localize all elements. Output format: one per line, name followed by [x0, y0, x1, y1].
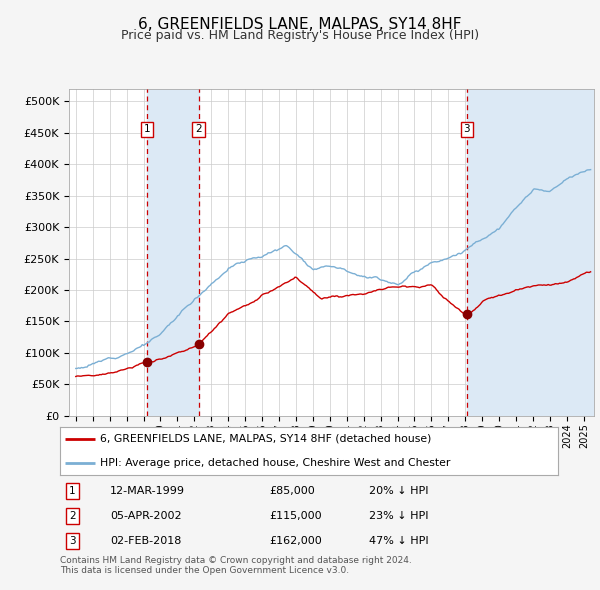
Text: 2: 2	[69, 512, 76, 521]
Text: 3: 3	[69, 536, 76, 546]
Text: 3: 3	[464, 124, 470, 135]
Text: 02-FEB-2018: 02-FEB-2018	[110, 536, 181, 546]
Text: £162,000: £162,000	[269, 536, 322, 546]
Text: This data is licensed under the Open Government Licence v3.0.: This data is licensed under the Open Gov…	[60, 566, 349, 575]
Text: 1: 1	[143, 124, 150, 135]
Text: 20% ↓ HPI: 20% ↓ HPI	[369, 486, 428, 496]
Text: 47% ↓ HPI: 47% ↓ HPI	[369, 536, 428, 546]
Text: 05-APR-2002: 05-APR-2002	[110, 512, 181, 521]
Text: Contains HM Land Registry data © Crown copyright and database right 2024.: Contains HM Land Registry data © Crown c…	[60, 556, 412, 565]
Text: 6, GREENFIELDS LANE, MALPAS, SY14 8HF (detached house): 6, GREENFIELDS LANE, MALPAS, SY14 8HF (d…	[100, 434, 431, 444]
Bar	[467, 88, 594, 416]
Text: 1: 1	[69, 486, 76, 496]
Text: £85,000: £85,000	[269, 486, 315, 496]
Text: 23% ↓ HPI: 23% ↓ HPI	[369, 512, 428, 521]
Text: 6, GREENFIELDS LANE, MALPAS, SY14 8HF: 6, GREENFIELDS LANE, MALPAS, SY14 8HF	[138, 17, 462, 31]
Text: Price paid vs. HM Land Registry's House Price Index (HPI): Price paid vs. HM Land Registry's House …	[121, 30, 479, 42]
Text: 2: 2	[196, 124, 202, 135]
Text: £115,000: £115,000	[269, 512, 322, 521]
Bar	[147, 88, 199, 416]
Text: 12-MAR-1999: 12-MAR-1999	[110, 486, 185, 496]
Text: HPI: Average price, detached house, Cheshire West and Chester: HPI: Average price, detached house, Ches…	[100, 458, 450, 468]
